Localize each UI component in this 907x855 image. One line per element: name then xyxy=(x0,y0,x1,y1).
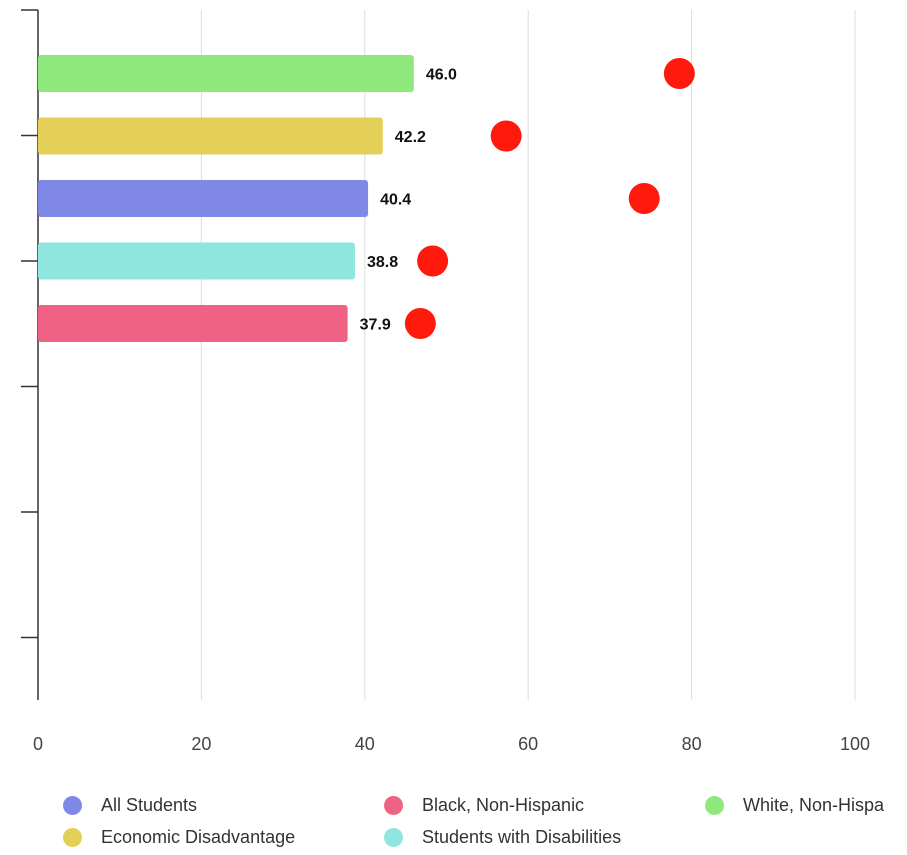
grid-lines xyxy=(200,10,856,700)
bar-chart: 46.0 42.2 40.4 38.8 37.9 0 20 40 60 80 100 xyxy=(21,9,870,754)
target-marker xyxy=(404,308,436,339)
bar-value-label: 46.0 xyxy=(426,67,457,84)
target-marker xyxy=(490,120,522,152)
target-marker xyxy=(417,245,449,277)
value-labels: 46.0 42.2 40.4 38.8 37.9 xyxy=(360,67,457,334)
bar-value-label: 42.2 xyxy=(395,129,426,146)
y-axis xyxy=(21,9,39,700)
bar-value-label: 38.8 xyxy=(367,254,398,271)
x-tick-label: 20 xyxy=(191,734,211,754)
legend-item-economic-disadvantage[interactable]: Economic Disadvantage xyxy=(63,823,295,851)
x-axis-ticks: 0 20 40 60 80 100 xyxy=(33,734,870,754)
x-tick-label: 60 xyxy=(518,734,538,754)
x-tick-label: 0 xyxy=(33,734,43,754)
bar-value-label: 40.4 xyxy=(380,192,411,209)
legend-label: White, Non-Hispanic xyxy=(743,794,885,815)
legend-swatch xyxy=(705,795,724,815)
legend-swatch xyxy=(63,795,82,815)
bar-value-label: 37.9 xyxy=(360,317,391,334)
legend-label: All Students xyxy=(101,794,198,815)
x-tick-label: 40 xyxy=(355,734,375,754)
legend-label: Black, Non-Hispanic xyxy=(422,794,585,815)
bar xyxy=(38,117,383,155)
legend-item-black-non-hispanic[interactable]: Black, Non-Hispanic xyxy=(384,791,584,819)
bar xyxy=(38,305,348,342)
legend-label: Economic Disadvantage xyxy=(101,826,296,847)
legend: All Students Black, Non-Hispanic White, … xyxy=(0,788,885,855)
legend-item-all-students[interactable]: All Students xyxy=(63,791,197,819)
legend-swatch xyxy=(384,795,403,815)
bars xyxy=(38,55,414,342)
legend-item-white-non-hispanic[interactable]: White, Non-Hispanic xyxy=(705,791,885,819)
target-marker xyxy=(663,58,695,89)
legend-swatch xyxy=(63,827,82,847)
x-tick-label: 100 xyxy=(840,734,870,754)
target-markers xyxy=(404,58,695,339)
bar xyxy=(38,180,369,217)
bar xyxy=(38,55,414,92)
x-tick-label: 80 xyxy=(682,734,702,754)
legend-item-students-with-disabilities[interactable]: Students with Disabilities xyxy=(384,823,621,851)
target-marker xyxy=(628,183,660,214)
bar xyxy=(38,242,355,280)
legend-label: Students with Disabilities xyxy=(422,826,622,847)
legend-swatch xyxy=(384,827,403,847)
